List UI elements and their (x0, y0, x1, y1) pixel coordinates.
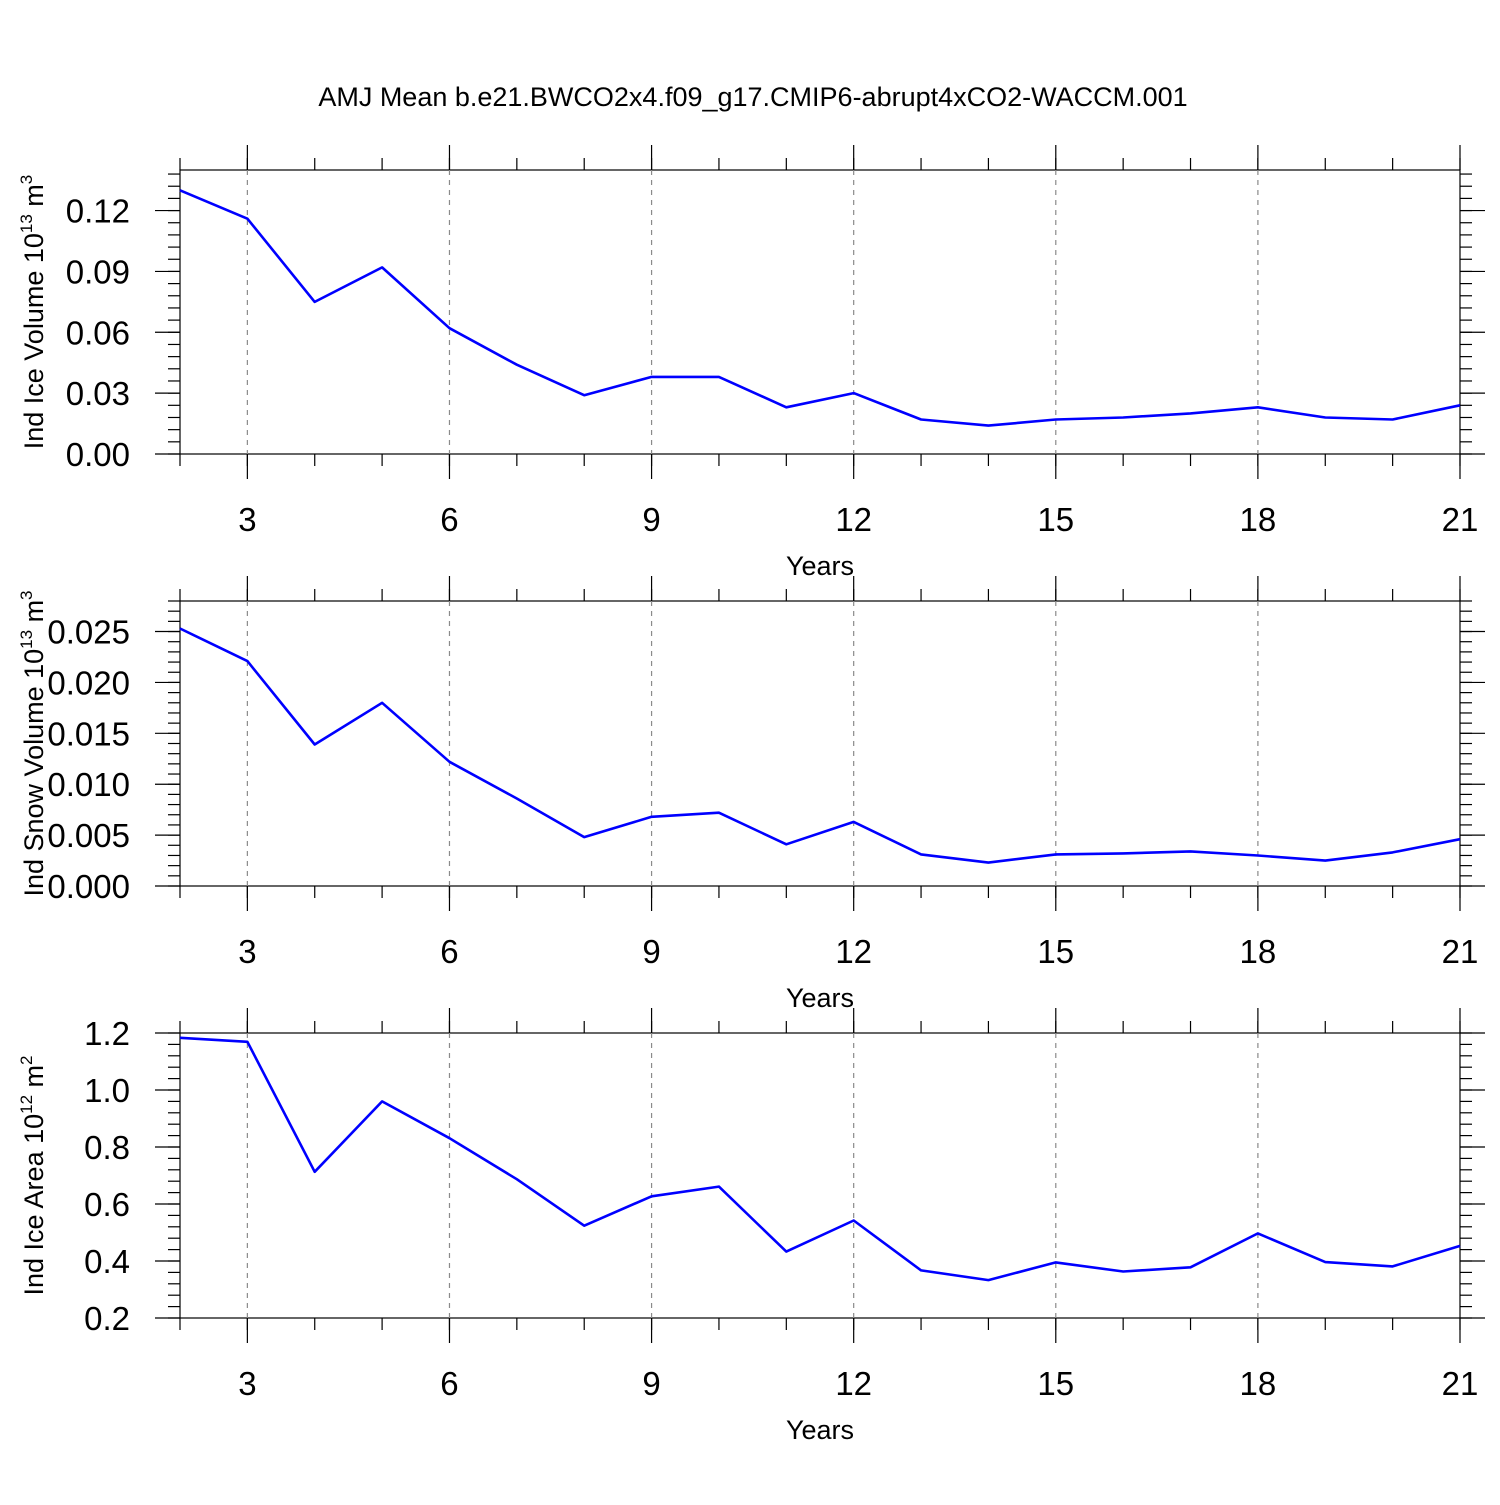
series-line (179, 189, 1461, 427)
y-tick-label: 0.005 (47, 817, 130, 854)
x-tick-label: 12 (835, 501, 872, 538)
y-tick-label: 0.09 (66, 253, 130, 290)
x-axis-title: Years (786, 1415, 854, 1445)
x-tick-label: 9 (642, 501, 660, 538)
y-tick-label: 0.12 (66, 193, 130, 230)
x-tick-label: 3 (238, 933, 256, 970)
x-axis-title: Years (786, 983, 854, 1013)
x-tick-label: 21 (1442, 1365, 1479, 1402)
chart-title: AMJ Mean b.e21.BWCO2x4.f09_g17.CMIP6-abr… (318, 82, 1187, 112)
panel-3: 3 6 9 12 15 18 21 0.2 0.4 0.6 0.8 1.0 1.2 Years Ind Ic… (17, 1008, 1485, 1445)
x-tick-label: 15 (1037, 1365, 1074, 1402)
y-axis-title: Ind Ice Volume 1013 m3 (17, 175, 49, 450)
y-axis-title-unit: m (19, 600, 49, 630)
y-axis-title-exponent: 13 (17, 214, 36, 233)
y-axis-title-unit-exponent: 2 (17, 1055, 36, 1064)
x-tick-label: 3 (238, 501, 256, 538)
x-tick-label: 6 (440, 1365, 458, 1402)
y-axis-title-unit: m (19, 184, 49, 214)
y-axis-title: Ind Ice Area 1012 m2 (17, 1055, 49, 1295)
y-tick-label: 1.2 (84, 1015, 130, 1052)
x-tick-label: 12 (835, 1365, 872, 1402)
x-tick-label: 9 (642, 1365, 660, 1402)
y-tick-label: 1.0 (84, 1072, 130, 1109)
x-tick-label: 18 (1240, 501, 1277, 538)
x-tick-label: 18 (1240, 933, 1277, 970)
y-tick-label: 0.000 (47, 868, 130, 905)
plot-frame (179, 600, 1461, 887)
x-tick-label: 21 (1442, 933, 1479, 970)
x-tick-label: 15 (1037, 933, 1074, 970)
series-line (179, 1036, 1461, 1282)
panel-1: 3 6 9 12 15 18 21 0.00 0.03 0.06 0.09 0.12 Years Ind … (17, 145, 1485, 581)
panel-2: 3 6 9 12 15 18 21 0.000 0.005 0.010 0.015 0.020 0.02… (17, 576, 1485, 1013)
x-tick-label: 15 (1037, 501, 1074, 538)
series-line (179, 627, 1461, 864)
y-tick-label: 0.03 (66, 375, 130, 412)
y-tick-label: 0.2 (84, 1300, 130, 1337)
y-tick-label: 0.8 (84, 1129, 130, 1166)
y-tick-label: 0.6 (84, 1186, 130, 1223)
y-tick-label: 0.4 (84, 1243, 130, 1280)
y-tick-label: 0.025 (47, 614, 130, 651)
y-tick-label: 0.010 (47, 766, 130, 803)
y-axis-title-text: Ind Ice Area 10 (19, 1114, 49, 1296)
x-tick-label: 6 (440, 501, 458, 538)
x-axis-title: Years (786, 551, 854, 581)
y-axis-title-text: Ind Ice Volume 10 (19, 233, 49, 449)
x-tick-label: 3 (238, 1365, 256, 1402)
y-tick-label: 0.020 (47, 664, 130, 701)
plot-frame (179, 169, 1461, 455)
x-tick-label: 9 (642, 933, 660, 970)
y-axis-title-exponent: 13 (17, 630, 36, 649)
y-axis-title-unit-exponent: 3 (17, 175, 36, 184)
y-axis-title-unit: m (19, 1065, 49, 1095)
x-tick-label: 6 (440, 933, 458, 970)
x-tick-label: 18 (1240, 1365, 1277, 1402)
y-tick-label: 0.00 (66, 436, 130, 473)
y-tick-label: 0.015 (47, 715, 130, 752)
y-axis-title-unit-exponent: 3 (17, 590, 36, 599)
x-tick-label: 12 (835, 933, 872, 970)
y-axis-title-text: Ind Snow Volume 10 (19, 649, 49, 897)
plot-frame (179, 1032, 1461, 1319)
y-tick-label: 0.06 (66, 314, 130, 351)
y-axis-title-exponent: 12 (17, 1095, 36, 1114)
y-axis-title: Ind Snow Volume 1013 m3 (17, 590, 49, 896)
x-tick-label: 21 (1442, 501, 1479, 538)
